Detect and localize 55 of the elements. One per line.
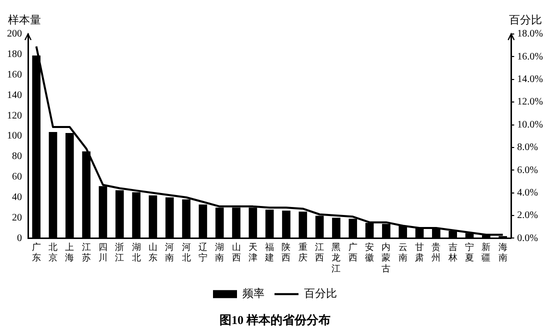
- x-tick-label: 福建: [264, 242, 274, 264]
- x-tick-label: 陕西: [282, 242, 291, 264]
- x-tick-label: 北京: [48, 242, 58, 264]
- x-tick-label: 海南: [498, 242, 508, 264]
- x-tick-label: 云南: [398, 242, 408, 264]
- x-tick-label: 贵州: [432, 242, 441, 264]
- y-tick-label: 60: [12, 172, 22, 183]
- x-tick-label: 河北: [182, 242, 191, 264]
- x-tick-label: 四川: [98, 242, 108, 264]
- x-tick-label: 吉林: [447, 242, 458, 264]
- x-tick-label: 江苏: [82, 242, 91, 264]
- y-axis-title: 样本量: [8, 13, 41, 26]
- text: 图10 样本的省份分布: [220, 312, 330, 327]
- x-tick-label: 天津: [248, 242, 258, 264]
- y2-tick-label: 10.0%: [517, 119, 544, 130]
- x-tick-label: 重庆: [298, 242, 308, 264]
- y2-tick-label: 8.0%: [517, 142, 538, 154]
- y-tick-label: 140: [7, 90, 22, 101]
- y-tick-label: 40: [12, 192, 22, 203]
- y-tick-label: 180: [7, 49, 22, 60]
- y2-tick-label: 12.0%: [517, 96, 544, 108]
- x-tick-label: 上海: [65, 242, 74, 264]
- x-tick-label: 河南: [165, 242, 174, 264]
- x-tick-label: 宁夏: [465, 242, 474, 264]
- x-tick-label: 山西: [232, 242, 241, 264]
- x-tick-label: 江西: [315, 242, 324, 264]
- y2-tick-label: 18.0%: [517, 28, 544, 40]
- y-tick-label: 120: [7, 110, 22, 122]
- y-tick-label: 20: [12, 212, 22, 224]
- x-tick-label: 湖北: [132, 242, 141, 264]
- y2-tick-label: 14.0%: [517, 74, 544, 86]
- x-tick-label: 湖南: [215, 242, 224, 264]
- y2-tick-label: 4.0%: [517, 187, 538, 198]
- x-tick-label: 安徽: [365, 242, 374, 264]
- y2-tick-label: 2.0%: [517, 210, 538, 222]
- x-tick-label: 广东: [32, 242, 41, 264]
- y-tick-label: 100: [7, 130, 22, 142]
- x-tick-label: 新疆: [482, 242, 491, 264]
- x-tick-label: 黑龙江: [332, 242, 341, 275]
- y-tick-label: 200: [7, 28, 22, 40]
- y2-tick-label: 6.0%: [517, 164, 538, 176]
- y2-tick-label: 0.0%: [517, 232, 538, 244]
- x-tick-label: 广西: [348, 242, 358, 264]
- legend-label: 频率: [242, 286, 264, 300]
- x-tick-label: 辽宁: [198, 242, 208, 264]
- y-tick-label: 160: [7, 69, 22, 80]
- x-tick-label: 甘肃: [415, 242, 424, 264]
- y-tick-label: 80: [12, 151, 22, 162]
- y2-axis-title: 百分比: [509, 13, 542, 26]
- y-tick-label: 0: [17, 232, 22, 244]
- x-tick-label: 内蒙古: [382, 242, 391, 275]
- x-tick-label: 山东: [148, 242, 158, 264]
- x-tick-label: 浙江: [115, 242, 124, 264]
- y2-tick-label: 16.0%: [517, 51, 544, 62]
- legend-label: 百分比: [304, 286, 337, 300]
